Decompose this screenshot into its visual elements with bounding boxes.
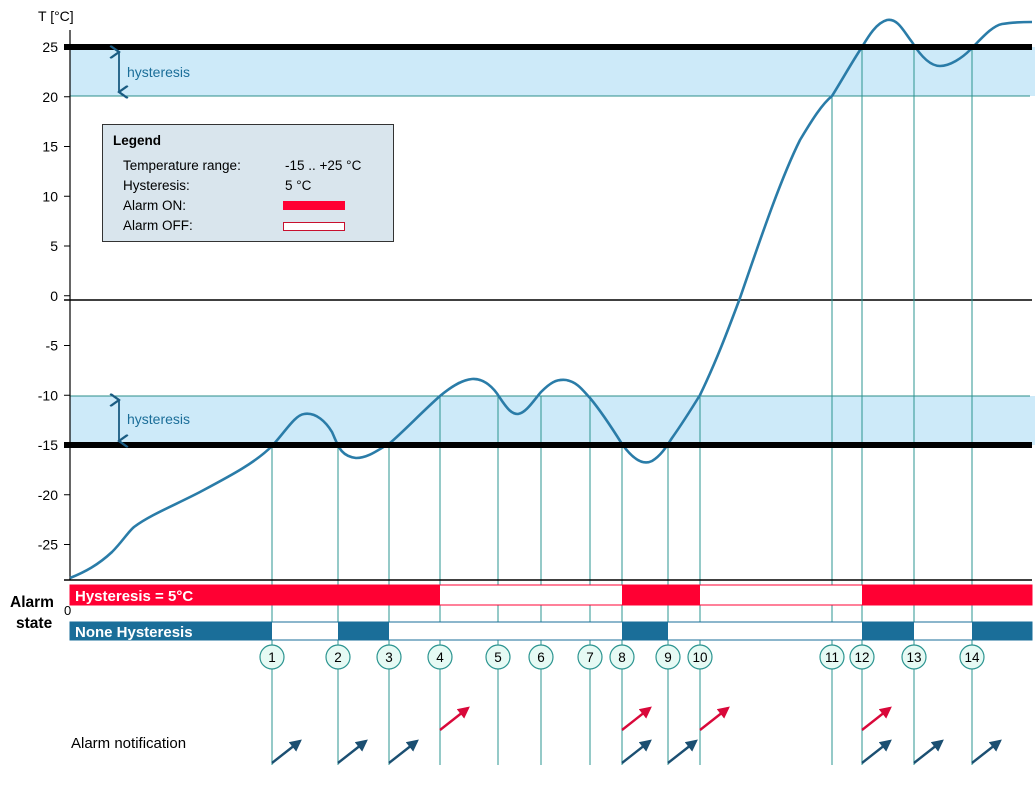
event-marker-3 (376, 644, 402, 670)
event-marker-13 (901, 644, 927, 670)
legend-range-label: Temperature range: (123, 158, 241, 173)
event-marker-label: 8 (618, 650, 626, 665)
y-axis-label: T [°C] (38, 8, 74, 24)
hysteresis-bar-on-segment (70, 585, 440, 605)
notification-arrows (271, 706, 1002, 764)
legend-hysteresis-value: 5 °C (285, 178, 312, 193)
legend-title: Legend (113, 133, 162, 148)
lower-hysteresis-label: hysteresis (127, 411, 190, 427)
event-marker-label: 14 (964, 650, 980, 665)
y-tick-labels: 25 20 15 10 5 0 -5 -10 -15 -20 -25 (38, 39, 70, 553)
none-hysteresis-bar-on-segment (70, 622, 272, 640)
temperature-curve (69, 18, 1033, 580)
notification-arrow-red (621, 706, 652, 731)
alarm-state-label-line1: Alarm (10, 594, 54, 611)
notification-arrow-red (439, 706, 470, 731)
event-marker-label: 2 (334, 650, 342, 665)
upper-hysteresis-band (70, 47, 1035, 96)
notification-arrow-red (861, 706, 892, 731)
event-markers: 1 2 3 4 5 6 7 8 9 10 11 12 13 14 (259, 644, 985, 670)
notification-arrow-blue (913, 739, 944, 764)
none-hysteresis-bar-on-segment (338, 622, 389, 640)
alarm-state-label-line2: state (16, 615, 53, 632)
event-marker-11 (819, 644, 845, 670)
event-marker-label: 6 (537, 650, 545, 665)
event-marker-5 (485, 644, 511, 670)
legend-alarm-off-label: Alarm OFF: (123, 218, 193, 233)
legend-alarm-off-swatch (283, 222, 345, 231)
y-tick-label: 15 (42, 139, 58, 155)
legend-alarm-on-label: Alarm ON: (123, 198, 187, 213)
alarm-state-bars (69, 584, 1033, 641)
event-marker-label: 5 (494, 650, 502, 665)
y-tick-label: -5 (46, 338, 59, 354)
legend-hysteresis-label: Hysteresis: (123, 178, 190, 193)
none-hysteresis-bar-on-segment (972, 622, 1032, 640)
event-marker-6 (528, 644, 554, 670)
legend-alarm-on-swatch (283, 201, 345, 210)
hysteresis-bar-label: Hysteresis = 5°C (75, 588, 193, 605)
notification-arrow-blue (271, 739, 302, 764)
event-marker-2 (325, 644, 351, 670)
y-tick-label: 0 (50, 288, 58, 304)
y-tick-label: -15 (38, 437, 58, 453)
notification-arrow-blue (667, 739, 698, 764)
event-marker-label: 10 (692, 650, 707, 665)
alarm-notification-label: Alarm notification (71, 735, 186, 752)
legend-box: Legend Temperature range: -15 .. +25 °C … (102, 124, 394, 242)
y-tick-label: 10 (42, 188, 58, 204)
y-tick-label: -25 (38, 537, 58, 553)
event-marker-1 (259, 644, 285, 670)
alarm-state-zero: 0 (64, 603, 71, 618)
event-marker-10 (687, 644, 713, 670)
event-marker-label: 12 (854, 650, 869, 665)
upper-hysteresis-label: hysteresis (127, 64, 190, 80)
hysteresis-bar-on-segment (862, 585, 1032, 605)
event-marker-label: 13 (906, 650, 921, 665)
notification-arrow-red (699, 706, 730, 731)
event-marker-8 (609, 644, 635, 670)
event-marker-9 (655, 644, 681, 670)
event-marker-7 (577, 644, 603, 670)
lower-hysteresis-band (70, 396, 1035, 445)
y-tick-label: -10 (38, 387, 58, 403)
notification-arrow-blue (388, 739, 419, 764)
y-tick-label: 20 (42, 89, 58, 105)
none-hysteresis-bar-on-segment (622, 622, 668, 640)
y-tick-label: 25 (42, 39, 58, 55)
notification-arrow-blue (621, 739, 652, 764)
notification-arrow-blue (337, 739, 368, 764)
hysteresis-bar-on-segment (622, 585, 700, 605)
y-tick-label: -20 (38, 487, 58, 503)
event-marker-label: 7 (586, 650, 594, 665)
event-marker-12 (849, 644, 875, 670)
event-marker-label: 1 (268, 650, 276, 665)
notification-arrow-blue (971, 739, 1002, 764)
event-marker-14 (959, 644, 985, 670)
event-marker-label: 4 (436, 650, 444, 665)
notification-arrow-blue (861, 739, 892, 764)
none-hysteresis-bar-on-segment (862, 622, 914, 640)
event-marker-4 (427, 644, 453, 670)
none-hysteresis-bar-label: None Hysteresis (75, 624, 193, 641)
event-marker-label: 3 (385, 650, 393, 665)
legend-range-value: -15 .. +25 °C (285, 158, 362, 173)
event-marker-label: 9 (664, 650, 672, 665)
y-tick-label: 5 (50, 238, 58, 254)
event-marker-label: 11 (825, 650, 839, 665)
